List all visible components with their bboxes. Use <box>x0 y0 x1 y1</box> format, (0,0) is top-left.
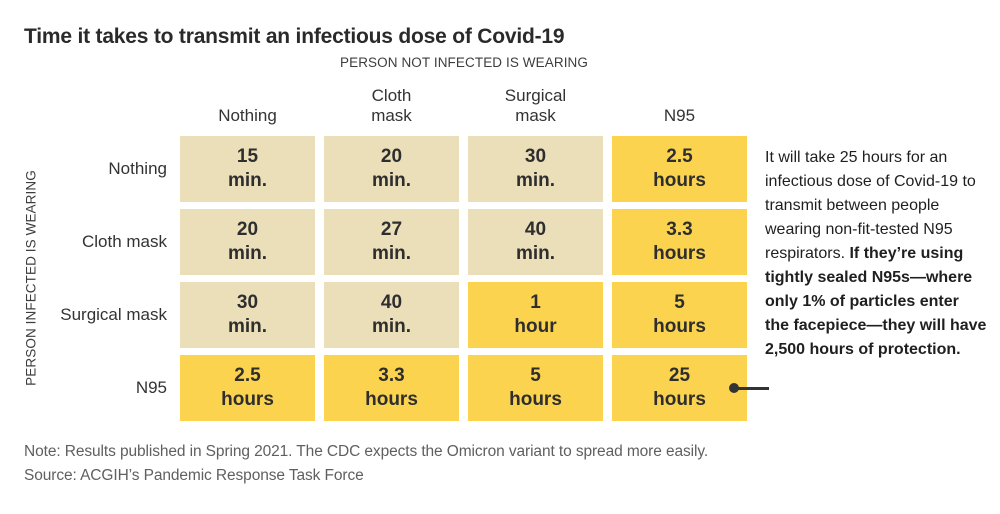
matrix-cell: 1 hour <box>468 282 603 348</box>
matrix-cell: 30 min. <box>468 136 603 202</box>
matrix-cell: 20 min. <box>180 209 315 275</box>
matrix-cell: 5 hours <box>612 282 747 348</box>
annotation-normal-text: It will take 25 hours for an infectious … <box>765 149 976 262</box>
x-axis-group-label: PERSON NOT INFECTED IS WEARING <box>339 55 589 70</box>
matrix-cell: 15 min. <box>180 136 315 202</box>
row-headers: Nothing Cloth mask Surgical mask N95 <box>0 136 174 421</box>
transmission-matrix: 15 min. 20 min. 30 min. 2.5 hours 20 min… <box>180 136 747 421</box>
matrix-cell: 3.3 hours <box>324 355 459 421</box>
footnote: Note: Results published in Spring 2021. … <box>24 443 709 460</box>
matrix-cell: 30 min. <box>180 282 315 348</box>
annotation-pointer-dot <box>729 383 739 393</box>
matrix-cell: 5 hours <box>468 355 603 421</box>
matrix-cell: 2.5 hours <box>612 136 747 202</box>
matrix-cell: 2.5 hours <box>180 355 315 421</box>
matrix-cell: 27 min. <box>324 209 459 275</box>
column-header-surgical-mask: Surgical mask <box>504 85 567 126</box>
row-header-cloth-mask: Cloth mask <box>81 232 167 251</box>
annotation-text: It will take 25 hours for an infectious … <box>765 146 987 362</box>
chart-title: Time it takes to transmit an infectious … <box>24 25 565 49</box>
matrix-cell: 3.3 hours <box>612 209 747 275</box>
column-header-nothing: Nothing <box>218 106 277 126</box>
matrix-cell: 40 min. <box>468 209 603 275</box>
column-headers: Nothing Cloth mask Surgical mask N95 <box>180 80 748 132</box>
row-header-n95: N95 <box>135 378 167 397</box>
matrix-cell: 20 min. <box>324 136 459 202</box>
annotation-pointer-line <box>736 387 769 390</box>
matrix-cell: 25 hours <box>612 355 747 421</box>
source-line: Source: ACGIH’s Pandemic Response Task F… <box>24 467 364 484</box>
row-header-surgical-mask: Surgical mask <box>60 305 167 324</box>
row-header-nothing: Nothing <box>108 159 167 178</box>
annotation-bold-text: If they’re using tightly sealed N95s—whe… <box>765 245 987 358</box>
column-header-n95: N95 <box>663 106 696 126</box>
column-header-cloth-mask: Cloth mask <box>371 85 412 126</box>
matrix-cell: 40 min. <box>324 282 459 348</box>
